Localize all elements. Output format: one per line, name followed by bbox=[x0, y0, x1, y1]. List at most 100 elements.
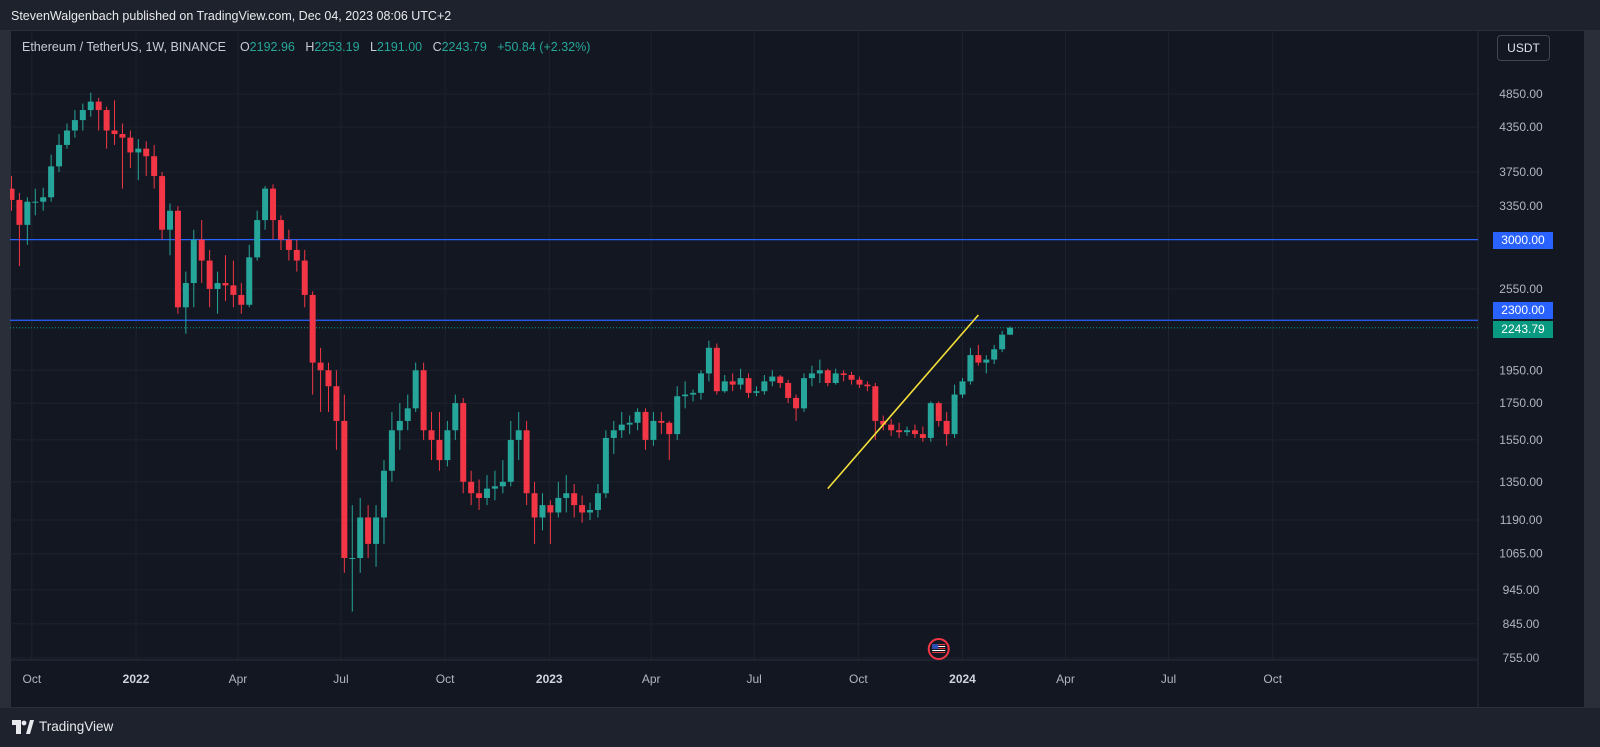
candle-body bbox=[935, 403, 942, 421]
candle-body bbox=[206, 260, 213, 289]
candle-body bbox=[24, 201, 31, 225]
candle-body bbox=[626, 422, 633, 425]
candle-body bbox=[127, 137, 134, 153]
flag-stripe bbox=[932, 646, 946, 647]
candle-body bbox=[904, 430, 911, 433]
candle-body bbox=[832, 373, 839, 383]
candle-body bbox=[579, 505, 586, 513]
flag-canton bbox=[932, 644, 939, 649]
candle-body bbox=[111, 130, 118, 135]
candle-body bbox=[56, 144, 63, 167]
chart-area[interactable] bbox=[10, 30, 1585, 708]
y-tick-label: 3350.00 bbox=[1499, 199, 1543, 213]
high-value: 2253.19 bbox=[314, 40, 360, 54]
open-label: O bbox=[239, 40, 250, 54]
candle-body bbox=[270, 188, 277, 221]
candle-body bbox=[246, 257, 253, 305]
candle-body bbox=[277, 220, 284, 240]
candle-body bbox=[808, 373, 815, 379]
candle-body bbox=[634, 411, 641, 423]
flag-stripe bbox=[932, 648, 946, 649]
symbol-name: Ethereum / TetherUS, 1W, BINANCE bbox=[22, 40, 227, 54]
x-tick-label: Apr bbox=[642, 672, 661, 686]
last-price-tag: 2243.79 bbox=[1493, 321, 1553, 338]
candle-body bbox=[563, 493, 570, 498]
low-value: 2191.00 bbox=[376, 40, 423, 54]
candle-body bbox=[864, 384, 871, 387]
candle-body bbox=[491, 486, 498, 489]
candle-body bbox=[523, 430, 530, 494]
candle-body bbox=[32, 201, 39, 203]
candle-body bbox=[610, 430, 617, 438]
candle-body bbox=[848, 374, 855, 380]
x-tick-label: Jul bbox=[333, 672, 348, 686]
candle-body bbox=[801, 378, 807, 409]
candle-body bbox=[103, 110, 110, 131]
candle-body bbox=[174, 210, 181, 308]
candle-body bbox=[190, 239, 197, 284]
brand-name: TradingView bbox=[39, 719, 114, 734]
x-tick-label: Apr bbox=[1056, 672, 1075, 686]
candle-body bbox=[95, 101, 102, 111]
candle-body bbox=[547, 505, 554, 513]
high-label: H bbox=[305, 40, 315, 54]
candle-body bbox=[357, 517, 364, 558]
publisher-header: StevenWalgenbach published on TradingVie… bbox=[0, 0, 1600, 30]
publisher-line: StevenWalgenbach published on TradingVie… bbox=[11, 9, 452, 23]
candle-body bbox=[824, 370, 831, 383]
candle-body bbox=[690, 392, 697, 395]
candle-body bbox=[388, 430, 395, 471]
candle-body bbox=[927, 403, 934, 438]
close-value: 2243.79 bbox=[441, 40, 487, 54]
candle-body bbox=[991, 349, 998, 360]
candle-body bbox=[151, 156, 158, 177]
candle-body bbox=[880, 420, 887, 425]
flag-stripe bbox=[932, 652, 946, 653]
level-2300-tag: 2300.00 bbox=[1493, 302, 1553, 319]
tradingview-logo-icon bbox=[12, 719, 34, 734]
candle-body bbox=[341, 420, 348, 558]
candle-body bbox=[840, 373, 847, 375]
y-tick-label: 945.00 bbox=[1503, 583, 1540, 597]
candle-body bbox=[785, 382, 792, 398]
candle-body bbox=[40, 197, 47, 202]
candle-body bbox=[816, 370, 823, 374]
candle-body bbox=[571, 493, 578, 506]
candle-body bbox=[951, 394, 958, 435]
x-tick-label: Jul bbox=[1161, 672, 1176, 686]
candle-body bbox=[452, 403, 459, 431]
candle-body bbox=[618, 424, 625, 431]
candle-body bbox=[436, 439, 443, 461]
candle-body bbox=[856, 379, 863, 385]
y-tick-label: 1950.00 bbox=[1499, 363, 1543, 377]
y-tick-label: 4850.00 bbox=[1499, 87, 1543, 101]
candle-body bbox=[1007, 327, 1014, 335]
candle-body bbox=[999, 334, 1006, 350]
candle-body bbox=[412, 370, 419, 409]
candle-body bbox=[499, 481, 506, 487]
candle-body bbox=[515, 430, 522, 440]
candle-body bbox=[293, 249, 300, 261]
x-tick-label: Jul bbox=[747, 672, 762, 686]
candle-body bbox=[531, 493, 538, 518]
us-flag-icon[interactable] bbox=[932, 644, 946, 653]
candle-body bbox=[476, 493, 483, 498]
candle-body bbox=[539, 505, 546, 518]
tradingview-brand[interactable]: TradingView bbox=[12, 719, 113, 734]
footer-bar: TradingView bbox=[0, 708, 1600, 747]
candle-body bbox=[713, 347, 720, 392]
candle-body bbox=[285, 239, 292, 250]
x-tick-label: Apr bbox=[229, 672, 248, 686]
price-chart[interactable]: 4850.00 4350.00 3750.00 3350.00 2550.00 1950.… bbox=[10, 30, 1585, 708]
y-tick-label: 4350.00 bbox=[1499, 120, 1543, 134]
candle-body bbox=[959, 381, 966, 395]
candle-body bbox=[214, 283, 221, 289]
change-value: +50.84 (+2.32%) bbox=[497, 40, 591, 54]
x-tick-label: Oct bbox=[436, 672, 455, 686]
currency-button[interactable]: USDT bbox=[1497, 35, 1550, 61]
candle-body bbox=[975, 355, 982, 363]
candle-body bbox=[983, 359, 990, 363]
flag-stripe bbox=[932, 644, 946, 645]
candle-body bbox=[135, 148, 142, 153]
candle-body bbox=[555, 497, 562, 513]
